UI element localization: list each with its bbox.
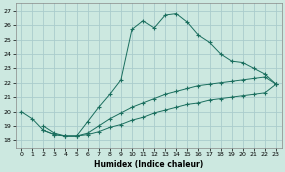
X-axis label: Humidex (Indice chaleur): Humidex (Indice chaleur): [94, 159, 203, 169]
